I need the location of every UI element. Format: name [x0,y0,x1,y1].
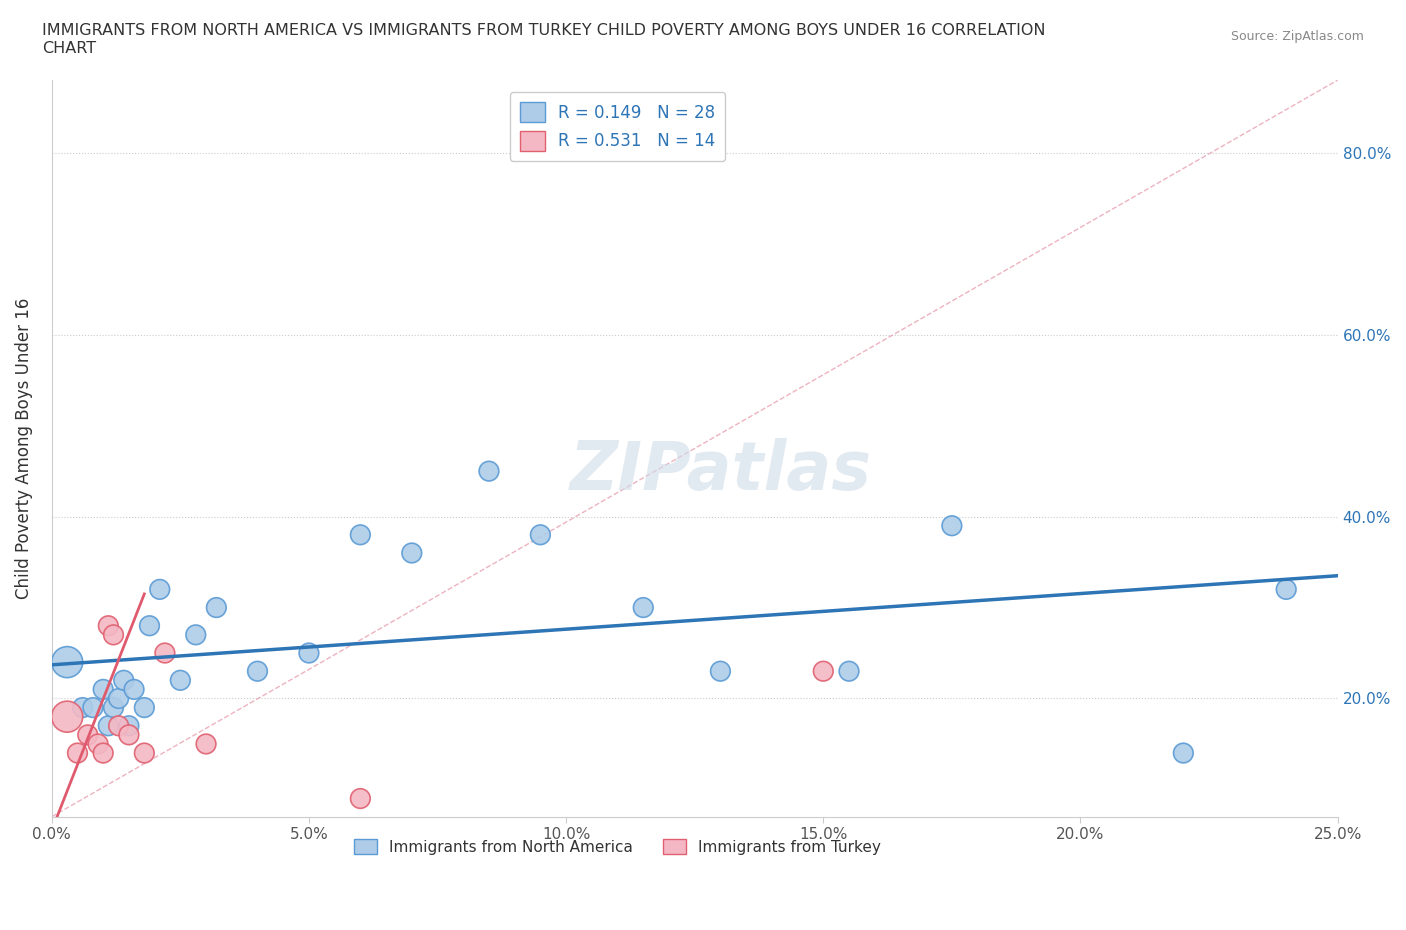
Point [184,628,207,643]
Point [349,791,371,806]
Point [56,710,79,724]
Point [87,737,110,751]
Point [529,527,551,542]
Point [134,700,156,715]
Y-axis label: Child Poverty Among Boys Under 16: Child Poverty Among Boys Under 16 [15,298,32,599]
Point [205,600,228,615]
Point [107,718,129,733]
Point [56,655,79,670]
Point [103,700,125,715]
Point [66,746,89,761]
Point [298,645,321,660]
Point [478,464,501,479]
Point [112,673,135,688]
Point [709,664,731,679]
Point [72,700,94,715]
Point [195,737,218,751]
Point [349,527,371,542]
Text: ZIPatlas: ZIPatlas [569,437,872,503]
Point [91,746,114,761]
Point [118,727,141,742]
Text: IMMIGRANTS FROM NORTH AMERICA VS IMMIGRANTS FROM TURKEY CHILD POVERTY AMONG BOYS: IMMIGRANTS FROM NORTH AMERICA VS IMMIGRA… [42,23,1046,56]
Point [122,682,145,697]
Point [149,582,172,597]
Point [103,628,125,643]
Point [91,682,114,697]
Point [1173,746,1195,761]
Point [169,673,191,688]
Point [138,618,160,633]
Point [76,727,98,742]
Point [1275,582,1298,597]
Point [107,691,129,706]
Point [134,746,156,761]
Point [153,645,176,660]
Point [813,664,835,679]
Point [838,664,860,679]
Text: Source: ZipAtlas.com: Source: ZipAtlas.com [1230,30,1364,43]
Point [401,546,423,561]
Point [82,700,104,715]
Point [633,600,655,615]
Point [97,718,120,733]
Point [97,618,120,633]
Legend: Immigrants from North America, Immigrants from Turkey: Immigrants from North America, Immigrant… [347,832,887,860]
Point [246,664,269,679]
Point [941,518,963,533]
Point [118,718,141,733]
